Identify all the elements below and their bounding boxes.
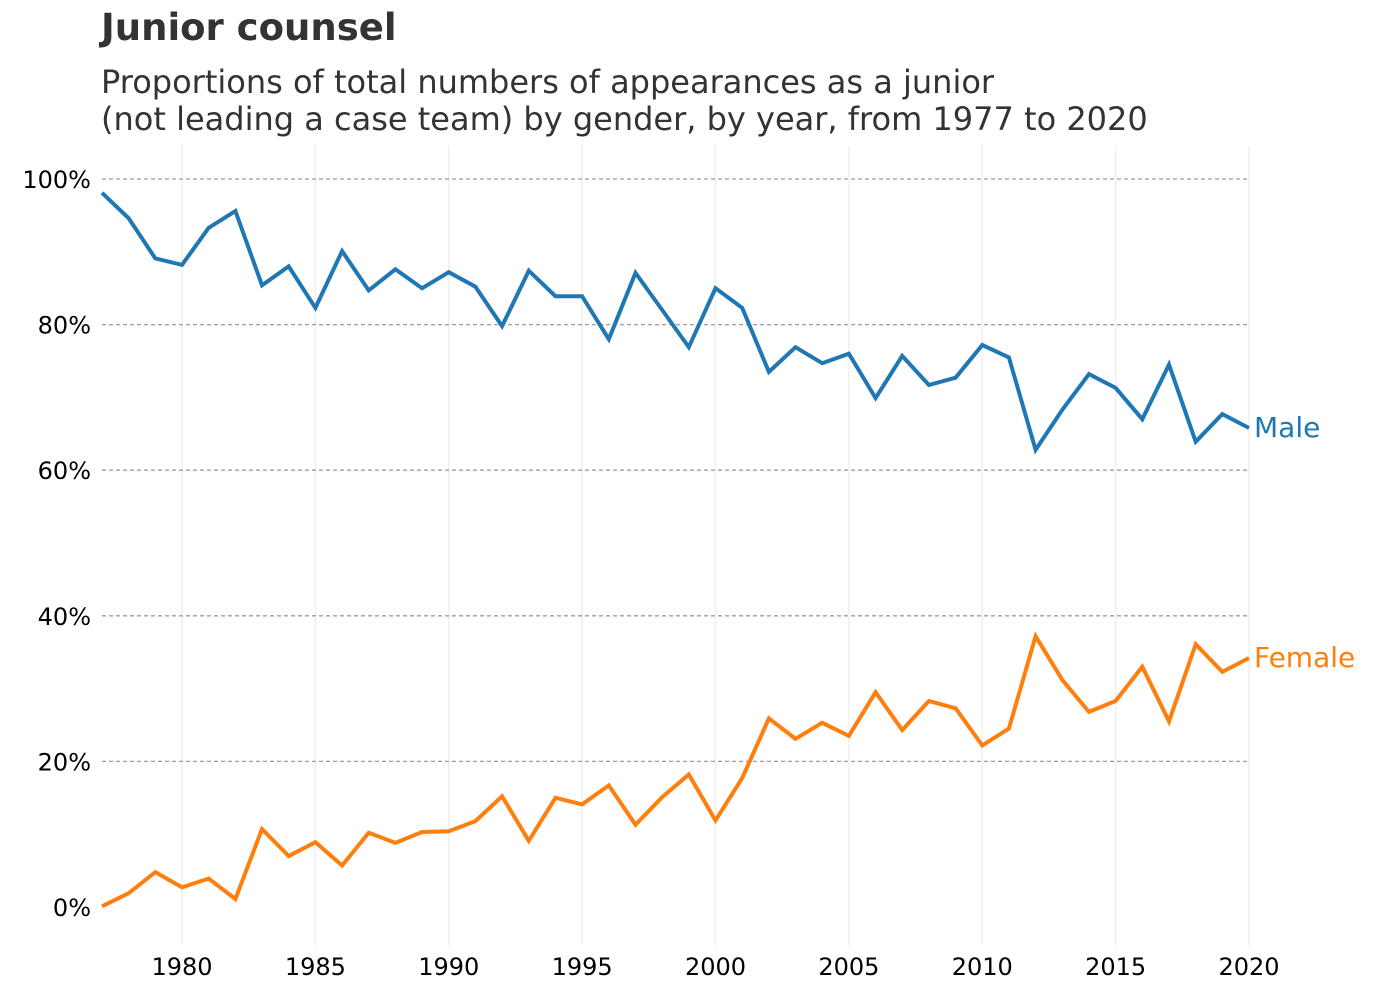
- y-tick-label: 100%: [22, 166, 91, 194]
- x-tick-label: 1980: [151, 953, 212, 981]
- y-tick-label: 40%: [38, 603, 91, 631]
- series-label-female: Female: [1254, 641, 1355, 674]
- chart-subtitle: Proportions of total numbers of appearan…: [101, 63, 1148, 138]
- x-tick-label: 2015: [1085, 953, 1146, 981]
- series-line-female: [101, 631, 1250, 909]
- y-tick-label: 60%: [38, 457, 91, 485]
- y-tick-label: 80%: [38, 312, 91, 340]
- series-line-male: [100, 191, 1250, 455]
- horizontal-gridlines: [102, 178, 1249, 763]
- vertical-gridlines: [181, 145, 1250, 945]
- x-tick-label: 2020: [1218, 953, 1279, 981]
- chart-title: Junior counsel: [101, 6, 397, 49]
- x-tick-label: 2010: [952, 953, 1013, 981]
- y-tick-label: 20%: [38, 748, 91, 776]
- x-tick-label: 1985: [285, 953, 346, 981]
- x-tick-label: 1995: [552, 953, 613, 981]
- series-label-male: Male: [1254, 411, 1320, 444]
- x-axis-ticks: 1980 1985 1990 1995 2000 2005 2010 2015 2020: [151, 953, 1279, 981]
- series-labels: Male Female: [1254, 411, 1355, 674]
- y-axis-ticks: 0% 20% 40% 60% 80% 100%: [22, 166, 91, 922]
- x-tick-label: 1990: [418, 953, 479, 981]
- x-tick-label: 2005: [818, 953, 879, 981]
- series-lines: [100, 191, 1250, 909]
- x-tick-label: 2000: [685, 953, 746, 981]
- y-tick-label: 0%: [53, 894, 91, 922]
